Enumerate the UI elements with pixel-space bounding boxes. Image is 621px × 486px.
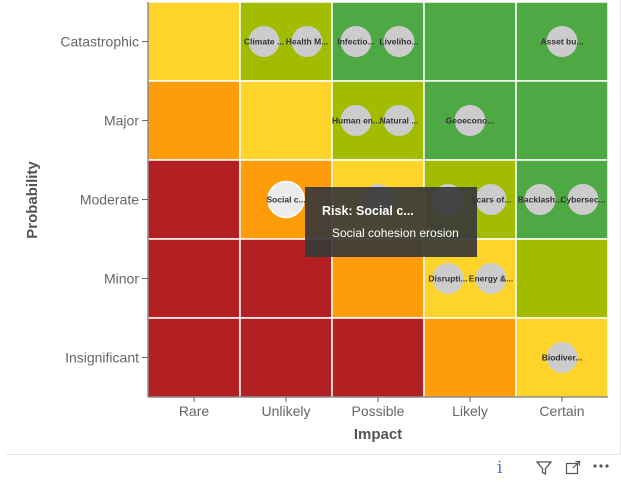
y-tick-label: Minor [104, 271, 139, 287]
risk-bubble[interactable]: Geoecono... [446, 105, 495, 136]
x-tick-label: Likely [452, 403, 488, 419]
heatmap-cell-minor-rare[interactable] [147, 238, 241, 319]
heatmap-cell-minor-certain[interactable] [515, 238, 609, 319]
y-tick-label: Major [104, 113, 139, 129]
risk-bubble[interactable]: Climate ... [244, 26, 284, 57]
risk-bubble[interactable]: Disrupti... [428, 263, 468, 294]
risk-bubble-label: Biodiver... [542, 353, 583, 363]
risk-bubble-label: Asset bu... [541, 37, 584, 47]
risk-bubble-circle[interactable] [567, 184, 599, 215]
risk-bubble[interactable]: Biodiver... [542, 342, 583, 373]
focus-mode-icon[interactable] [565, 460, 581, 480]
risk-bubble-circle[interactable] [546, 342, 578, 373]
heatmap-cell-insignificant-rare[interactable] [147, 317, 241, 398]
risk-bubble[interactable]: Liveliho... [379, 26, 419, 57]
more-options-icon[interactable] [592, 457, 610, 477]
risk-bubble[interactable]: Scars of... [471, 184, 512, 215]
risk-bubble[interactable]: Backlash... [518, 184, 562, 215]
tooltip: Risk: Social c... Social cohesion erosio… [305, 187, 477, 257]
x-tick-label: Certain [539, 403, 584, 419]
y-tick-label: Insignificant [65, 350, 139, 366]
risk-bubble-label: Backlash... [518, 195, 562, 205]
risk-bubble[interactable]: Social c... [266, 180, 306, 219]
heatmap-cell-insignificant-unlikely[interactable] [239, 317, 333, 398]
risk-bubble-circle[interactable] [475, 184, 507, 215]
risk-bubble-label: Health M... [286, 37, 329, 47]
risk-bubble-label: Geoecono... [446, 116, 495, 126]
heatmap-cell-insignificant-possible[interactable] [331, 317, 425, 398]
risk-bubble-label: Cybersec... [560, 195, 605, 205]
risk-bubble-circle[interactable] [454, 105, 486, 136]
risk-bubble-circle[interactable] [524, 184, 556, 215]
x-tick-label: Unlikely [261, 403, 310, 419]
risk-matrix-chart: Climate ... Health M... Infectio... Livelih… [24, 1, 609, 443]
heatmap-cell-catastrophic-likely[interactable] [423, 1, 517, 82]
risk-bubble-label: Disrupti... [428, 274, 467, 284]
risk-bubble-circle[interactable] [546, 26, 578, 57]
filter-icon[interactable] [535, 460, 553, 480]
heatmap-cell-insignificant-likely[interactable] [423, 317, 517, 398]
risk-bubble[interactable]: Asset bu... [541, 26, 584, 57]
visual-card: Climate ... Health M... Infectio... Livelih… [6, 0, 621, 455]
y-tick-label: Moderate [80, 192, 139, 208]
risk-bubble-label: Energy &... [469, 274, 513, 284]
risk-bubble-circle[interactable] [340, 26, 372, 57]
risk-bubble-label: Infectio... [337, 37, 374, 47]
risk-bubble-circle[interactable] [475, 263, 507, 294]
y-axis-title: Probability [24, 161, 41, 239]
info-icon[interactable]: i [497, 458, 503, 478]
risk-bubble-circle[interactable] [383, 105, 415, 136]
risk-bubble[interactable]: Cybersec... [560, 184, 606, 215]
heatmap-cell-catastrophic-rare[interactable] [147, 1, 241, 82]
heatmap-cell-moderate-rare[interactable] [147, 159, 241, 240]
risk-bubble-label: Human en... [332, 116, 380, 126]
visual-footer: i [0, 456, 621, 486]
risk-bubble[interactable]: Natural ... [380, 105, 419, 136]
heatmap-cell-major-certain[interactable] [515, 80, 609, 161]
risk-bubble-label: Liveliho... [379, 37, 418, 47]
x-tick-label: Rare [179, 403, 210, 419]
risk-bubble-circle[interactable] [291, 26, 323, 57]
risk-bubble-circle[interactable] [267, 180, 305, 219]
risk-bubble-label: Climate ... [244, 37, 284, 47]
x-axis-title: Impact [354, 426, 402, 443]
risk-bubble-label: Natural ... [380, 116, 419, 126]
y-tick-label: Catastrophic [60, 34, 139, 50]
risk-bubble[interactable]: Energy &... [469, 263, 513, 294]
tooltip-value: Social cohesion erosion [332, 226, 459, 240]
risk-bubble-label: Social c... [266, 195, 305, 205]
risk-bubble[interactable]: Infectio... [337, 26, 375, 57]
risk-bubble[interactable]: Health M... [286, 26, 329, 57]
risk-bubble[interactable]: Human en... [332, 105, 380, 136]
risk-bubble-circle[interactable] [340, 105, 372, 136]
risk-bubble-label: Scars of... [471, 195, 512, 205]
risk-bubble-circle[interactable] [248, 26, 280, 57]
heatmap-cell-major-unlikely[interactable] [239, 80, 333, 161]
risk-bubble-circle[interactable] [383, 26, 415, 57]
x-tick-label: Possible [352, 403, 405, 419]
tooltip-title: Risk: Social c... [322, 204, 414, 218]
heatmap-cell-major-rare[interactable] [147, 80, 241, 161]
risk-bubble-circle[interactable] [432, 263, 464, 294]
